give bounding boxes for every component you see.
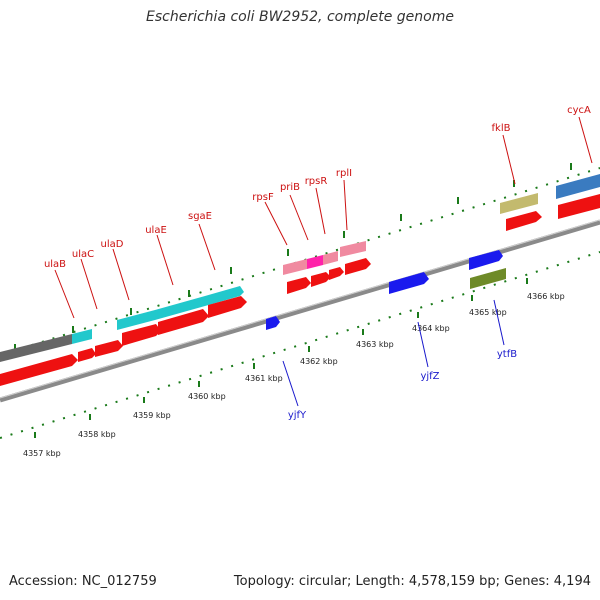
gene-label: sgaE [188,211,212,222]
gene-label: ulaE [145,225,167,236]
leader-line [112,248,130,301]
ruler-label: 4359 kbp [133,411,171,420]
gene-label: fklB [492,123,511,134]
leader-line [578,116,593,164]
cds-arrow [506,211,542,231]
leader-line [156,234,174,286]
gene-label: rplI [336,168,352,179]
ruler-label: 4362 kbp [300,357,338,366]
leader-line [80,258,98,310]
cds-arrow [78,348,96,362]
cds-arrow [158,309,209,335]
gene-label: ulaC [72,249,94,260]
cds-arrow [345,258,371,275]
feature-teal-sgaE [205,286,244,306]
ruler-label: 4364 kbp [412,324,450,333]
feature-pink-rpsF [283,259,307,275]
gene-label: yjfZ [420,371,439,382]
ruler-label: 4360 kbp [188,392,226,401]
map-title: Escherichia coli BW2952, complete genome [146,9,454,25]
ruler-ticks [34,278,528,438]
feature-pink-rplI [340,241,366,257]
ruler-label: 4365 kbp [469,308,507,317]
feature-pink-rpsR [323,251,338,265]
ruler-label: 4358 kbp [78,430,116,439]
ruler-label: 4361 kbp [245,374,283,383]
cds-arrow [329,267,344,280]
gene-label: ytfB [497,349,517,360]
cds-arrow [558,194,600,219]
gene-label: cycA [567,105,591,116]
leader-line [343,179,348,231]
accession-text: Accession: NC_012759 [9,574,157,589]
cds-arrow [208,296,247,318]
feature-green [470,268,506,289]
genome-backbone-highlight [0,219,600,399]
feature-steelblue-cycA [556,174,600,199]
cds-arrow [95,340,123,357]
leader-line [198,223,216,271]
ruler-label: 4357 kbp [23,449,61,458]
feature-gray [0,334,72,362]
feature-teal-ulaB [72,329,92,344]
genome-summary-text: Topology: circular; Length: 4,578,159 bp… [233,574,591,589]
gene-label: yjfY [288,410,307,421]
leader-line [493,299,505,346]
leader-line [417,321,429,368]
cds-arrow [0,354,78,386]
ruler-label: 4366 kbp [527,292,565,301]
leader-line [315,187,326,235]
feature-olive-fklB [500,193,538,214]
feature-teal-ulaD [117,310,155,330]
leader-line [289,194,309,241]
cds-arrow [287,277,311,294]
gene-label: rpsF [252,192,274,203]
gene-label: priB [280,182,300,193]
leader-line [282,360,299,407]
cds-arrow [311,272,331,287]
cds-blue-ytfB [469,250,503,270]
leader-line [502,134,516,185]
cds-blue-yjfZ [389,272,429,294]
cds-blue-yjfY [266,316,280,330]
feature-teal-ulaE [155,296,205,320]
gene-label: ulaB [44,259,66,270]
gene-label: rpsR [305,176,328,187]
leader-line [54,269,75,319]
ruler-label: 4363 kbp [356,340,394,349]
cds-arrow [122,324,161,346]
gene-label: ulaD [101,239,124,250]
leader-line [264,201,288,246]
feature-magenta-priB [307,255,323,269]
